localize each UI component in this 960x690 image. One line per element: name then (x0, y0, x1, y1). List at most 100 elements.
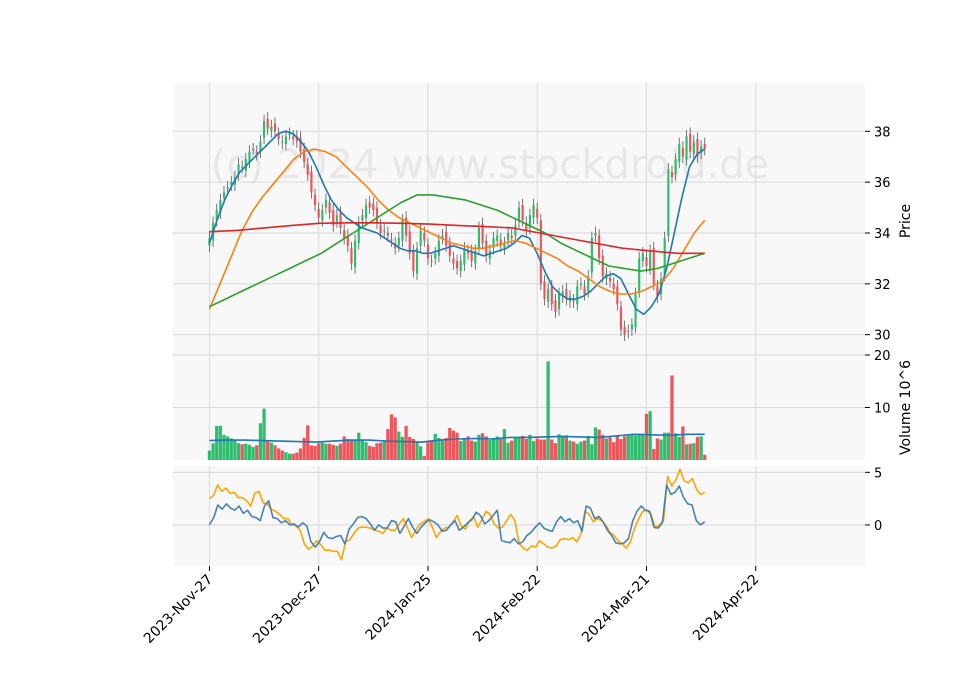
volume-bar (451, 430, 456, 460)
candle-down (525, 222, 528, 231)
candle-up (474, 250, 477, 264)
oscillator-y-axis: 05 (865, 466, 882, 534)
volume-bar (327, 443, 332, 460)
volume-bar (244, 443, 248, 460)
volume-bar (400, 436, 405, 460)
volume-bar (324, 443, 328, 460)
candle-up (361, 215, 364, 221)
candle-up (288, 133, 291, 136)
candle-up (335, 215, 338, 222)
candle-up (226, 187, 229, 189)
candle-up (419, 230, 422, 246)
candle-down (499, 239, 502, 246)
volume-bar (317, 443, 321, 460)
volume-bar (331, 444, 335, 460)
candle-down (252, 149, 255, 151)
oscillator-panel: 05 (173, 466, 882, 566)
candle-up (401, 220, 404, 241)
volume-bar (404, 425, 408, 460)
volume-bar (276, 448, 281, 460)
volume-bar (663, 432, 667, 460)
volume-bar (375, 443, 379, 460)
volume-bar (513, 437, 517, 460)
volume-bar (422, 455, 426, 460)
volume-bar (207, 450, 212, 460)
volume-bar (444, 437, 448, 460)
volume-bar (622, 436, 627, 460)
candle-down (455, 260, 459, 269)
volume-bar (652, 448, 656, 460)
candle-down (317, 208, 320, 218)
volume-bar (491, 437, 496, 460)
volume-bar (597, 429, 601, 460)
candle-up (630, 324, 633, 330)
oscillator-lines (208, 468, 706, 561)
candle-down (408, 231, 411, 254)
volume-bar (521, 435, 525, 460)
volume-bar (590, 444, 594, 460)
x-tick-label: 2024-Mar-21 (579, 572, 653, 646)
candle-up (259, 141, 262, 152)
candle-down (554, 300, 557, 312)
candle-up (674, 159, 677, 175)
candle-down (550, 286, 553, 305)
candle-down (689, 133, 692, 152)
candle-up (528, 215, 532, 228)
candle-down (681, 147, 684, 157)
volume-panel: 10 20 Volume 10^6 (173, 349, 914, 460)
candle-up (503, 243, 506, 249)
volume-bar (408, 436, 412, 460)
volume-bar (531, 441, 536, 460)
volume-moving-average (209, 433, 705, 443)
volume-bar (553, 443, 558, 460)
x-tick-label: 2023-Nov-27 (141, 572, 216, 647)
candle-up (663, 238, 666, 275)
volume-bar (470, 440, 474, 460)
candle-down (346, 235, 349, 246)
y-tick-label: 36 (874, 176, 891, 191)
volume-bar (692, 443, 696, 460)
volume-bar (462, 438, 467, 460)
volume-bar (673, 433, 678, 460)
volume-bar (477, 434, 481, 460)
volume-ma-line (209, 433, 705, 443)
volume-bar (484, 436, 488, 460)
volume-bar (269, 442, 273, 460)
candle-up (383, 230, 386, 232)
price-y-axis: 30 32 34 36 38 (865, 125, 891, 344)
candle-up (215, 210, 218, 221)
candle-down (350, 248, 353, 264)
candle-up (561, 291, 564, 297)
volume-bar (517, 437, 521, 460)
candle-up (397, 238, 400, 246)
volume-bar (535, 438, 539, 460)
candle-up (700, 146, 703, 153)
candle-down (255, 151, 258, 155)
volume-bar (688, 443, 692, 460)
volume-bar (411, 439, 416, 460)
moving-average-line (209, 194, 705, 308)
date-x-axis: 2023-Nov-27 2023-Dec-27 2024-Jan-25 2024-Fe… (141, 566, 763, 647)
volume-bar (342, 436, 346, 460)
volume-bar (571, 441, 576, 460)
candle-down (623, 327, 626, 335)
volume-bar (659, 439, 663, 460)
volume-bar (641, 434, 645, 460)
candle-up (638, 258, 641, 292)
candle-down (343, 230, 346, 239)
volume-bar (378, 442, 383, 460)
candle-down (470, 250, 473, 261)
volume-bar (568, 440, 572, 460)
volume-bar (633, 435, 638, 460)
y-tick-label: 38 (874, 125, 891, 140)
candle-up (557, 293, 561, 310)
volume-bar (637, 433, 641, 460)
moving-average-line (208, 130, 706, 316)
volume-bar (684, 444, 689, 460)
candle-down (306, 164, 309, 175)
volume-bar (397, 431, 401, 460)
volume-bar (393, 417, 397, 460)
volume-bar (360, 440, 365, 460)
candle-up (506, 232, 510, 241)
volume-bar (247, 444, 252, 460)
